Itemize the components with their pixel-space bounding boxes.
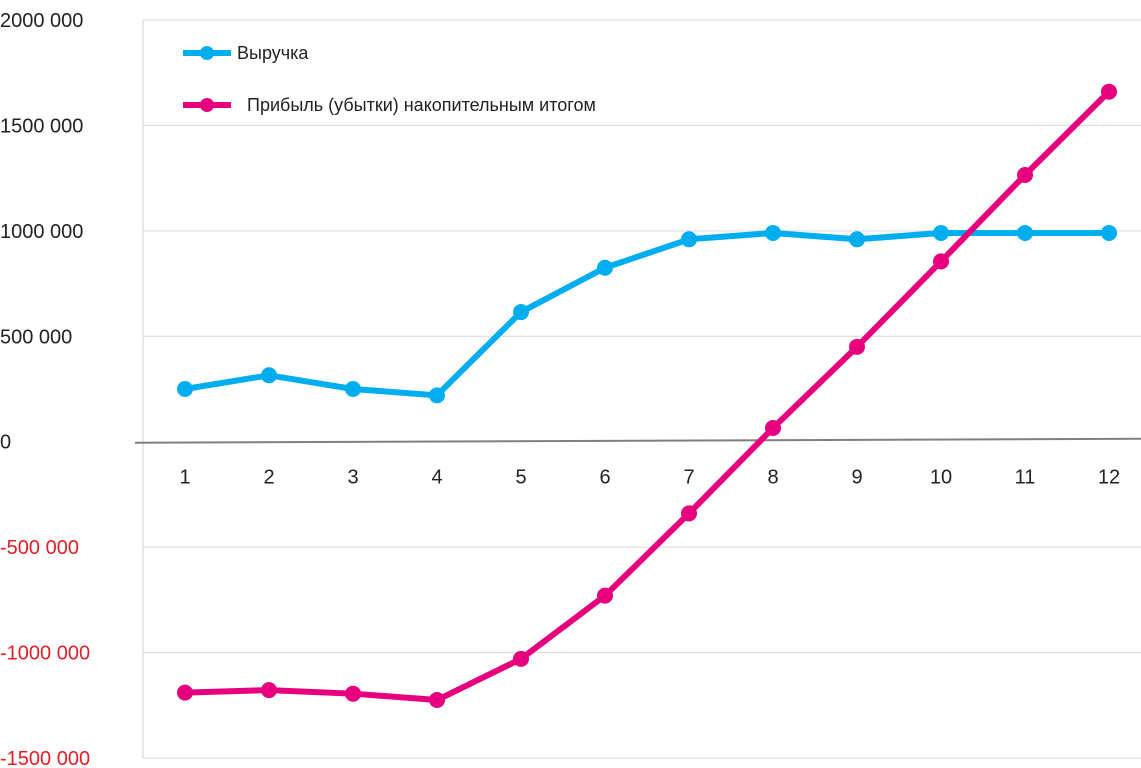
gridlines (143, 19, 1141, 759)
data-point (513, 650, 529, 667)
legend-label: Выручка (237, 43, 309, 63)
x-tick-label: 7 (683, 467, 694, 489)
y-tick-label: 500 000 (0, 326, 72, 348)
data-point (177, 381, 193, 397)
x-tick-labels: 1 2 3 4 5 6 7 8 9 10 11 12 (179, 467, 1120, 489)
x-tick-label: 2 (263, 467, 274, 489)
y-tick-label: 1500 000 (0, 115, 83, 137)
series-line (182, 88, 1112, 704)
data-point (765, 224, 781, 241)
data-point (765, 420, 781, 437)
data-point (849, 231, 865, 248)
data-point (429, 387, 445, 404)
x-tick-label: 10 (930, 467, 952, 489)
x-tick-label: 5 (515, 467, 526, 489)
series-2 (177, 83, 1117, 709)
data-point (1101, 83, 1117, 100)
y-tick-label: -1000 000 (0, 643, 90, 665)
legend: Выручка Прибыль (убытки) накопительным ит… (183, 43, 596, 115)
data-point (681, 231, 697, 248)
data-point (1101, 224, 1117, 241)
data-point (261, 682, 277, 699)
x-tick-label: 6 (599, 467, 610, 489)
data-point (261, 367, 277, 384)
y-tick-label: -500 000 (0, 537, 79, 559)
x-tick-label: 11 (1015, 467, 1036, 489)
series (177, 83, 1117, 709)
x-tick-label: 8 (767, 467, 778, 489)
data-point (345, 381, 361, 397)
data-point (597, 259, 613, 276)
legend-label: Прибыль (убытки) накопительным итогом (247, 95, 596, 115)
axes (134, 20, 1141, 758)
legend-swatch-marker (200, 46, 214, 60)
legend-swatch-marker (200, 98, 214, 112)
x-tick-label: 12 (1098, 467, 1120, 489)
data-point (1017, 224, 1033, 241)
y-tick-label: 0 (0, 432, 11, 454)
data-point (429, 692, 445, 709)
data-point (345, 685, 361, 702)
y-tick-label: 2000 000 (0, 10, 83, 32)
data-point (681, 505, 697, 522)
legend-item: Выручка (183, 43, 309, 63)
y-tick-label: -1500 000 (0, 748, 90, 768)
data-point (849, 338, 865, 355)
data-point (933, 224, 949, 241)
x-tick-label: 4 (431, 467, 442, 489)
x-tick-label: 1 (179, 467, 190, 489)
data-point (597, 587, 613, 604)
series-1 (177, 224, 1117, 404)
data-point (513, 304, 529, 321)
x-tick-label: 3 (347, 467, 358, 489)
x-axis-line (134, 437, 1141, 444)
series-line (182, 229, 1112, 399)
data-point (177, 684, 193, 701)
y-tick-labels: 2000 000 1500 000 1000 000 500 000 0 -500 000… (0, 10, 90, 768)
legend-item: Прибыль (убытки) накопительным итогом (183, 95, 596, 115)
data-point (1017, 166, 1033, 183)
data-point (933, 253, 949, 270)
y-tick-label: 1000 000 (0, 221, 83, 243)
x-tick-label: 9 (851, 467, 862, 489)
